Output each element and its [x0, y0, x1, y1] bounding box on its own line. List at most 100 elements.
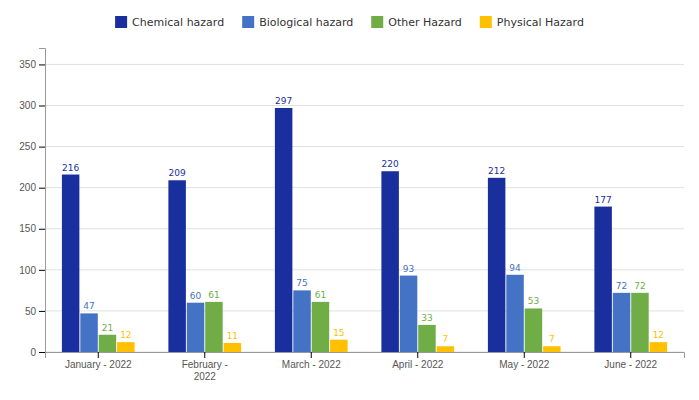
x-tick-label-line: 2022: [194, 371, 217, 382]
bar: [293, 290, 310, 352]
data-label: 12: [653, 330, 664, 340]
y-tick-mark: [39, 147, 45, 148]
x-tick-mark: [524, 352, 525, 358]
bar-series: [99, 293, 649, 352]
x-tick-label: May - 2022: [499, 359, 549, 370]
x-tick-label: March - 2022: [282, 359, 341, 370]
data-label: 212: [488, 166, 505, 176]
x-tick: April - 2022: [392, 352, 444, 370]
bars: [62, 108, 667, 352]
bar: [205, 302, 222, 352]
x-tick-mark: [204, 352, 205, 358]
y-tick-label: 0: [30, 347, 36, 358]
y-tick-label: 100: [19, 265, 36, 276]
data-label: 33: [421, 313, 432, 323]
y-tick: 300: [19, 100, 45, 111]
bar: [631, 293, 648, 352]
grid-line: [45, 105, 684, 106]
y-tick-mark: [39, 311, 45, 312]
data-label: 53: [528, 296, 539, 306]
bar: [400, 276, 417, 352]
data-label: 177: [595, 195, 612, 205]
bar: [312, 302, 329, 352]
data-label: 72: [634, 281, 645, 291]
x-tick-label: April - 2022: [392, 359, 444, 370]
x-tick-label: June - 2022: [604, 359, 657, 370]
legend-label: Biological hazard: [259, 16, 353, 29]
bar: [168, 180, 185, 352]
legend-item: Chemical hazard: [115, 16, 224, 29]
data-label: 21: [102, 323, 113, 333]
bar: [381, 171, 398, 352]
bar-series: [62, 108, 612, 352]
data-label: 216: [62, 163, 79, 173]
x-tick-label-line: June - 2022: [604, 359, 657, 370]
bar: [62, 175, 79, 352]
bar: [99, 335, 116, 352]
legend-swatch: [480, 16, 492, 28]
data-label: 72: [616, 281, 627, 291]
data-label: 47: [83, 301, 94, 311]
data-label: 297: [275, 96, 292, 106]
x-tick-label-line: February -: [182, 359, 228, 370]
legend-label: Physical Hazard: [497, 16, 584, 29]
data-label: 7: [442, 334, 448, 344]
data-label: 61: [208, 290, 219, 300]
y-tick-label: 150: [19, 223, 36, 234]
chart: 050100150200250300350January - 2022Febru…: [0, 0, 699, 400]
data-label: 12: [120, 330, 131, 340]
bar: [543, 346, 560, 352]
y-tick-mark: [39, 229, 45, 230]
x-axis: January - 2022 February -2022 March - 2022…: [46, 352, 685, 382]
data-label: 93: [403, 264, 414, 274]
bar-series: [80, 275, 630, 352]
legend-swatch: [371, 16, 383, 28]
y-tick-mark: [39, 270, 45, 271]
y-tick: 50: [25, 306, 45, 317]
data-label: 7: [549, 334, 555, 344]
grid-line: [45, 269, 684, 270]
y-tick-label: 50: [25, 306, 37, 317]
x-tick: May - 2022: [499, 352, 549, 370]
data-label: 94: [509, 263, 521, 273]
x-tick-mark: [417, 352, 418, 358]
bar: [506, 275, 523, 352]
grid-line: [45, 146, 684, 147]
x-axis-line: [46, 353, 685, 359]
y-tick: 200: [19, 182, 45, 193]
y-tick-mark: [39, 106, 45, 107]
y-tick: 0: [30, 347, 45, 358]
grid-line: [45, 228, 684, 229]
y-tick: 100: [19, 265, 45, 276]
y-tick-label: 250: [19, 141, 36, 152]
y-axis: 050100150200250300350: [19, 49, 45, 358]
bar: [224, 343, 241, 352]
y-tick-mark: [39, 188, 45, 189]
bar: [594, 207, 611, 352]
x-tick: June - 2022: [604, 352, 657, 370]
x-tick-label-line: January - 2022: [65, 359, 132, 370]
data-label: 75: [296, 278, 307, 288]
bar: [437, 346, 454, 352]
x-tick-mark: [630, 352, 631, 358]
bar: [613, 293, 630, 352]
bar-series: [117, 340, 667, 352]
bar: [650, 342, 667, 352]
y-tick-mark: [39, 64, 45, 65]
y-tick-label: 300: [19, 100, 36, 111]
legend-swatch: [242, 16, 254, 28]
data-label: 15: [333, 328, 344, 338]
legend-item: Other Hazard: [371, 16, 462, 29]
legend-label: Other Hazard: [388, 16, 462, 29]
legend-label: Chemical hazard: [132, 16, 224, 29]
bar: [80, 313, 97, 352]
x-tick-label: January - 2022: [65, 359, 132, 370]
data-label: 61: [315, 290, 326, 300]
x-tick: February -2022: [182, 352, 228, 382]
legend-item: Biological hazard: [242, 16, 353, 29]
bar: [525, 308, 542, 352]
x-tick: January - 2022: [65, 352, 132, 370]
x-tick-mark: [98, 352, 99, 358]
data-label: 220: [382, 159, 399, 169]
x-tick-label-line: April - 2022: [392, 359, 444, 370]
